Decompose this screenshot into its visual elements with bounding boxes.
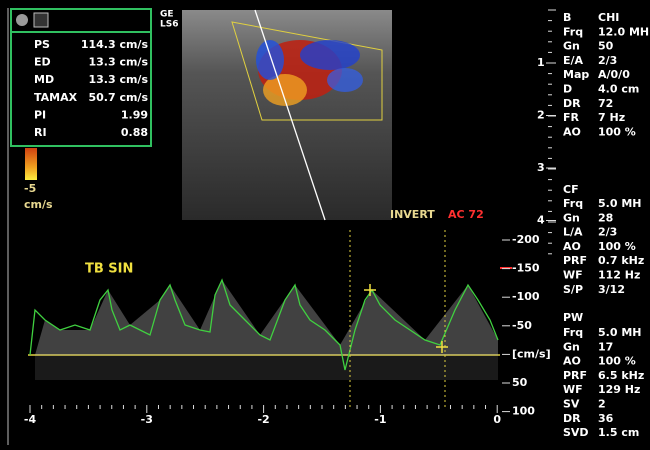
param-label: DR: [563, 97, 581, 110]
angle-correction: AC 72: [448, 208, 484, 221]
param-label: Frq: [563, 326, 583, 339]
color-scale-value: -5: [24, 182, 36, 195]
probe-model: LS6: [160, 20, 178, 30]
param-value: CHI: [598, 11, 619, 24]
param-label: AO: [563, 240, 581, 253]
measurement-value: 13.3 cm/s: [88, 73, 148, 86]
section-title: CF: [563, 183, 579, 196]
velocity-envelope: [29, 278, 499, 371]
param-value: 2/3: [598, 54, 617, 67]
param-label: D: [563, 83, 572, 96]
param-label: Frq: [563, 25, 583, 38]
param-value: 12.0 MH: [598, 25, 649, 38]
param-label: Gn: [563, 211, 580, 224]
param-label: PRF: [563, 369, 587, 382]
param-value: 100 %: [598, 125, 636, 138]
measurement-label: MD: [34, 73, 54, 86]
param-value: 2: [598, 398, 606, 411]
param-value: 0.7 kHz: [598, 254, 644, 267]
measurement-label: TAMAX: [34, 91, 78, 104]
depth-label: 2: [537, 109, 545, 122]
param-label: PRF: [563, 254, 587, 267]
param-value: 112 Hz: [598, 269, 640, 282]
param-value: 6.5 kHz: [598, 369, 644, 382]
tool-icon[interactable]: [33, 12, 49, 28]
color-bar: [25, 148, 37, 180]
param-label: L/A: [563, 226, 583, 239]
param-label: SV: [563, 398, 580, 411]
param-value: 7 Hz: [598, 111, 625, 124]
param-label: Map: [563, 68, 589, 81]
invert-label: INVERT: [390, 208, 435, 221]
record-icon[interactable]: [16, 14, 28, 26]
param-label: B: [563, 11, 571, 24]
param-value: 2/3: [598, 226, 617, 239]
param-label: FR: [563, 111, 580, 124]
cursor-line: [254, 9, 326, 221]
time-label: 0: [493, 413, 501, 426]
measurement-box: [10, 8, 152, 147]
measurement-label: PS: [34, 38, 50, 51]
param-label: AO: [563, 355, 581, 368]
param-label: WF: [563, 269, 583, 282]
time-label: -1: [374, 413, 386, 426]
time-label: -3: [141, 413, 153, 426]
param-value: 36: [598, 412, 614, 425]
spectrum-speckle: [35, 280, 498, 380]
velocity-label: -200: [512, 233, 540, 246]
param-value: 28: [598, 211, 613, 224]
velocity-label: 100: [512, 405, 535, 418]
vessel-label: TB SIN: [85, 262, 133, 277]
param-label: DR: [563, 412, 581, 425]
time-label: -4: [24, 413, 37, 426]
param-value: 50: [598, 40, 614, 53]
param-label: AO: [563, 125, 581, 138]
param-label: E/A: [563, 54, 584, 67]
caliper: [364, 284, 448, 353]
param-label: S/P: [563, 283, 583, 296]
measurement-value: 1.99: [121, 108, 148, 121]
param-label: Frq: [563, 197, 583, 210]
param-value: 17: [598, 340, 613, 353]
velocity-label: -150: [512, 262, 540, 275]
param-value: 4.0 cm: [598, 83, 639, 96]
color-flow: [256, 40, 363, 106]
measurement-value: 50.7 cm/s: [88, 91, 148, 104]
measurement-value: 0.88: [121, 126, 148, 139]
param-value: 100 %: [598, 355, 636, 368]
param-value: 5.0 MH: [598, 197, 641, 210]
depth-label: 4: [537, 214, 545, 227]
color-scale-unit: cm/s: [24, 198, 53, 211]
probe-brand: GE: [160, 10, 174, 20]
param-value: 72: [598, 97, 613, 110]
param-label: SVD: [563, 426, 589, 439]
velocity-label: -50: [512, 319, 532, 332]
velocity-label: 50: [512, 376, 528, 389]
measurement-label: ED: [34, 56, 51, 69]
section-title: PW: [563, 311, 583, 324]
measurement-value: 114.3 cm/s: [81, 38, 149, 51]
velocity-label: [cm/s]: [512, 347, 551, 360]
velocity-label: -100: [512, 290, 540, 303]
depth-label: 3: [537, 161, 545, 174]
measurement-label: PI: [34, 108, 46, 121]
param-value: 100 %: [598, 240, 636, 253]
param-value: 3/12: [598, 283, 625, 296]
param-value: A/0/0: [598, 68, 630, 81]
param-value: 1.5 cm: [598, 426, 639, 439]
param-value: 129 Hz: [598, 383, 640, 396]
param-label: Gn: [563, 340, 580, 353]
param-label: Gn: [563, 40, 580, 53]
param-label: WF: [563, 383, 583, 396]
param-value: 5.0 MH: [598, 326, 641, 339]
depth-label: 1: [537, 56, 545, 69]
measurement-value: 13.3 cm/s: [88, 56, 148, 69]
time-label: -2: [257, 413, 269, 426]
measurement-label: RI: [34, 126, 47, 139]
